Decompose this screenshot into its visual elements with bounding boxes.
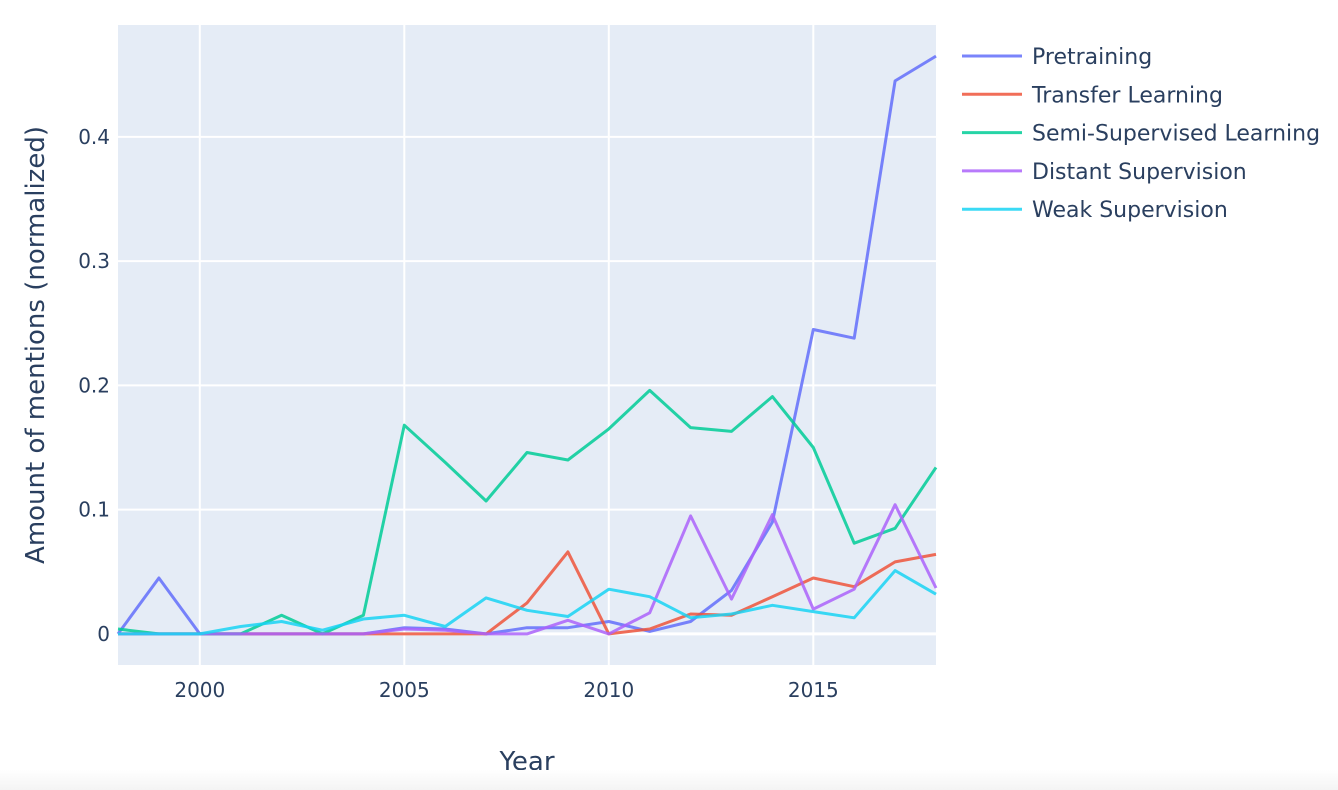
x-tick-label: 2015 xyxy=(788,678,839,702)
x-axis-ticks: 2000 2005 2010 2015 xyxy=(174,678,838,702)
y-axis-ticks: 0 0.1 0.2 0.3 0.4 xyxy=(78,125,110,646)
legend-label-pretraining: Pretraining xyxy=(1032,45,1152,70)
series-lines xyxy=(116,54,938,636)
x-tick-label: 2005 xyxy=(379,678,430,702)
y-tick-label: 0 xyxy=(97,622,110,646)
legend: Pretraining Transfer Learning Semi-Supervi… xyxy=(962,45,1320,223)
plot-background xyxy=(118,25,936,665)
series-line-semi-supervised-learning xyxy=(117,388,938,636)
series-line-distant-supervision xyxy=(118,503,938,636)
grid-lines xyxy=(118,25,936,665)
y-tick-label: 0.4 xyxy=(78,125,110,149)
page-bottom-edge xyxy=(0,770,1338,790)
y-tick-label: 0.3 xyxy=(78,249,110,273)
x-tick-label: 2000 xyxy=(174,678,225,702)
legend-label-weak-supervision: Weak Supervision xyxy=(1032,198,1228,223)
legend-label-semi-supervised-learning: Semi-Supervised Learning xyxy=(1032,122,1320,147)
x-tick-label: 2010 xyxy=(583,678,634,702)
y-axis-title: Amount of mentions (normalized) xyxy=(21,126,51,564)
series-line-weak-supervision xyxy=(118,569,937,636)
y-tick-label: 0.1 xyxy=(78,498,110,522)
y-tick-label: 0.2 xyxy=(78,373,110,397)
legend-label-transfer-learning: Transfer Learning xyxy=(1031,83,1223,108)
legend-label-distant-supervision: Distant Supervision xyxy=(1032,160,1247,185)
